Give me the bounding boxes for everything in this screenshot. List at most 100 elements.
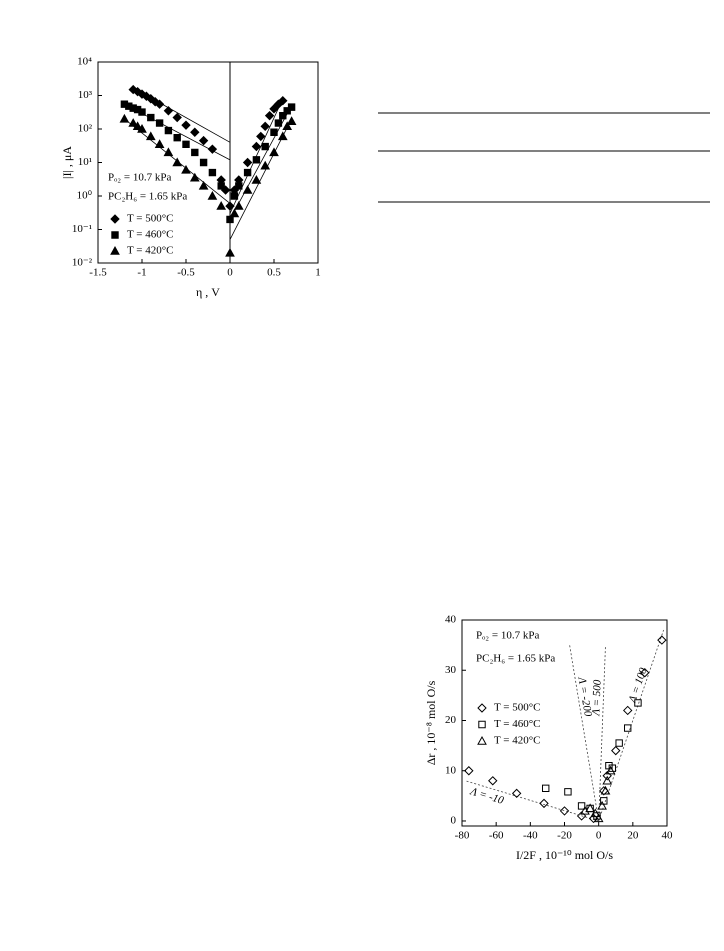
data-point: [261, 142, 269, 151]
data-point: [181, 164, 191, 174]
annotation: PC₂H₆ = 1.65 kPa: [476, 653, 555, 665]
data-point: [137, 123, 147, 133]
x-tick-label: 1: [315, 267, 321, 279]
y-tick-label: 10⁴: [77, 56, 92, 68]
x-tick-label: -40: [523, 830, 538, 842]
data-point: [559, 806, 570, 816]
data-point: [119, 113, 130, 123]
data-point: [242, 185, 253, 194]
data-point: [593, 813, 604, 823]
guide-line: [569, 645, 600, 822]
data-point: [225, 201, 235, 211]
data-point: [256, 131, 266, 142]
legend-label: T = 460°C: [127, 229, 173, 241]
data-point: [198, 180, 209, 190]
legend-label: T = 500°C: [494, 702, 540, 714]
data-point: [260, 160, 271, 170]
x-tick-label: 20: [627, 830, 639, 842]
annotation: Pₒ₂ = 10.7 kPa: [108, 172, 171, 184]
line-label: Λ = 500: [590, 679, 603, 717]
data-point: [172, 157, 183, 167]
y-axis-label: |I| , μA: [60, 146, 74, 179]
data-point: [602, 775, 613, 785]
legend-label: T = 500°C: [127, 213, 173, 225]
data-point: [286, 116, 297, 125]
data-point: [269, 147, 279, 157]
y-tick-label: 10¹: [78, 156, 92, 168]
data-point: [207, 144, 218, 154]
data-point: [251, 141, 262, 152]
x-tick-label: 0: [227, 267, 233, 279]
data-point: [590, 808, 601, 818]
data-point: [269, 104, 279, 114]
data-point: [270, 128, 278, 136]
legend-symbol: [477, 703, 487, 713]
data-point: [216, 201, 227, 210]
data-point: [132, 121, 143, 131]
legend-label: T = 420°C: [127, 245, 173, 257]
legend-symbol: [478, 720, 486, 729]
legend-label: T = 460°C: [494, 718, 540, 730]
data-point: [511, 788, 522, 799]
data-point: [624, 724, 632, 732]
data-point: [611, 745, 621, 756]
data-point: [189, 172, 200, 182]
y-tick-label: 10: [445, 764, 457, 776]
data-point: [539, 798, 549, 809]
data-point: [217, 182, 225, 190]
data-point: [542, 784, 550, 793]
data-point: [233, 201, 244, 210]
data-point: [230, 192, 239, 200]
x-tick-label: -0.5: [177, 267, 195, 279]
data-point: [623, 705, 633, 716]
data-point: [260, 121, 270, 132]
annotation: Pₒ₂ = 10.7 kPa: [476, 630, 539, 642]
annotation: PC₂H₆ = 1.65 kPa: [108, 191, 187, 203]
y-tick-label: 20: [445, 714, 457, 726]
y-tick-label: 30: [445, 664, 457, 676]
guide-line: [465, 780, 599, 822]
x-axis-label: I/2F , 10⁻¹⁰ mol O/s: [516, 848, 613, 862]
x-tick-label: -80: [455, 830, 470, 842]
data-point: [190, 127, 200, 137]
legend-symbol: [110, 214, 120, 224]
data-point: [154, 99, 165, 109]
data-point: [172, 112, 182, 123]
data-point: [274, 119, 283, 127]
data-point: [488, 776, 498, 786]
data-point: [600, 797, 608, 805]
x-tick-label: 0: [596, 830, 602, 842]
data-point: [207, 190, 218, 200]
data-point: [264, 110, 275, 121]
x-axis-label: η , V: [196, 285, 220, 299]
data-point: [657, 635, 667, 645]
data-point: [147, 113, 155, 122]
data-point: [173, 133, 181, 142]
data-point: [251, 174, 262, 184]
data-point: [282, 121, 293, 131]
data-point: [615, 739, 623, 747]
x-tick-label: 0.5: [267, 267, 281, 279]
fit-line: [229, 98, 284, 214]
y-tick-label: 40: [445, 614, 457, 626]
data-point: [600, 785, 611, 795]
data-point: [585, 803, 595, 813]
y-tick-label: 10²: [78, 123, 93, 135]
legend-symbol: [111, 231, 119, 239]
data-point: [164, 126, 173, 135]
data-point: [252, 156, 261, 164]
data-point: [199, 158, 208, 167]
data-point: [278, 95, 288, 106]
y-tick-label: 10³: [78, 89, 93, 101]
data-point: [242, 157, 253, 168]
data-point: [277, 131, 288, 141]
data-point: [564, 788, 572, 796]
data-point: [128, 118, 139, 127]
data-point: [163, 106, 174, 116]
data-point: [191, 148, 199, 157]
legend-label: T = 420°C: [494, 735, 540, 747]
data-point: [243, 168, 252, 177]
y-tick-label: 0: [451, 815, 457, 827]
